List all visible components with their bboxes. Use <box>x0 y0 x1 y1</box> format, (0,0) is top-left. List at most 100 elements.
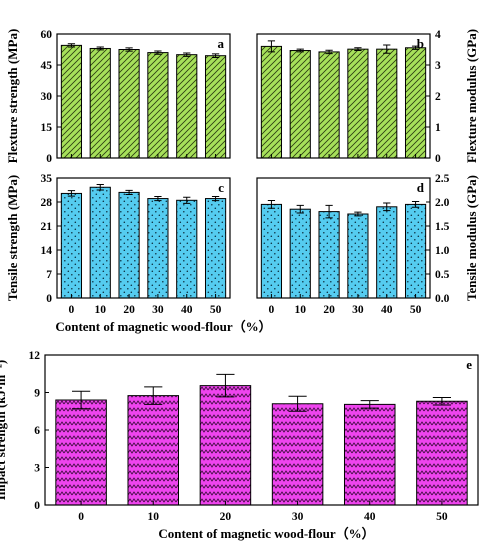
panel-letter-b: b <box>417 36 424 51</box>
y-tick-label-d: 2.5 <box>435 173 450 185</box>
bar-b-20 <box>318 51 340 159</box>
error-bar-d-30 <box>354 211 362 217</box>
error-bar-a-10 <box>96 46 104 51</box>
plot-frame-a <box>56 33 231 159</box>
y-tick-label-e: 6 <box>34 425 40 437</box>
chart-panel-a: 0 15 30 45 60 a Flexture strength (MPa) <box>5 29 231 165</box>
bar-c-30 <box>147 198 169 299</box>
y-tick-label-c: 28 <box>41 197 53 209</box>
bar-e-30 <box>271 403 324 506</box>
error-bar-e-40 <box>360 400 379 409</box>
bar-a-20 <box>118 49 140 159</box>
bar-e-40 <box>343 403 396 506</box>
error-bar-e-0 <box>71 390 91 410</box>
bar-a-0 <box>60 44 83 159</box>
error-bar-c-10 <box>96 184 104 191</box>
y-tick-label-c: 0 <box>46 293 52 305</box>
x-tick-label-d: 20 <box>323 304 335 316</box>
y-tick-label-a: 0 <box>46 153 52 165</box>
bar-d-40 <box>376 206 398 299</box>
bar-c-0 <box>60 192 83 299</box>
plot-frame-b <box>256 33 431 159</box>
x-tick-label-e: 30 <box>292 511 304 523</box>
error-bar-d-0 <box>267 200 276 209</box>
bar-a-10 <box>89 47 111 159</box>
x-tick-label-c: 50 <box>210 304 222 316</box>
bar-c-10 <box>89 186 111 299</box>
y-tick-label-e: 12 <box>29 350 41 362</box>
y-tick-label-c: 21 <box>41 221 53 233</box>
y-tick-label-c: 14 <box>41 245 53 257</box>
y-axis-title-e: Impact strength (kJ·m⁻²) <box>0 360 8 501</box>
bar-a-50 <box>204 55 227 159</box>
error-bar-a-40 <box>183 52 191 57</box>
error-bar-d-20 <box>325 204 333 219</box>
error-bar-a-30 <box>154 50 162 55</box>
panel-letter-c: c <box>218 180 224 195</box>
x-axis-title-e: Content of magnetic wood-flour（%） <box>158 526 374 541</box>
bar-e-0 <box>55 399 107 506</box>
bar-d-30 <box>347 213 369 299</box>
y-tick-label-b: 1 <box>435 122 441 134</box>
bar-b-10 <box>289 50 311 159</box>
bar-d-20 <box>318 211 340 299</box>
plot-frame-c <box>56 177 231 299</box>
y-axis-title-a: Flexture strength (MPa) <box>5 29 20 164</box>
x-tick-label-d: 30 <box>352 304 364 316</box>
error-bar-c-50 <box>211 196 220 202</box>
x-tick-label-c: 40 <box>181 304 193 316</box>
chart-panel-c: 0 7 14 21 28 35 0 10 20 30 40 50 c Tensile strength (… <box>5 173 272 334</box>
y-tick-label-b: 2 <box>435 91 441 103</box>
y-tick-label-d: 0.5 <box>435 269 450 281</box>
error-bar-b-50 <box>411 45 420 50</box>
x-tick-label-d: 40 <box>381 304 393 316</box>
chart-panel-d: 0.0 0.5 1.0 1.5 2.0 2.5 0 10 20 30 40 50 d Tensile mo… <box>256 173 479 316</box>
bar-a-40 <box>176 54 198 159</box>
error-bar-c-20 <box>125 189 133 195</box>
bar-e-50 <box>416 400 468 506</box>
y-tick-label-d: 0.0 <box>435 293 450 305</box>
panel-letter-e: e <box>466 357 472 372</box>
bar-c-40 <box>176 199 198 299</box>
panel-letter-d: d <box>417 180 425 195</box>
y-tick-label-d: 2.0 <box>435 197 450 209</box>
y-tick-label-c: 35 <box>41 173 53 185</box>
x-tick-label-c: 10 <box>95 304 107 316</box>
error-bar-c-30 <box>154 196 162 202</box>
error-bar-d-40 <box>383 202 391 212</box>
error-bar-e-30 <box>288 395 307 412</box>
y-tick-label-a: 45 <box>41 60 53 72</box>
x-tick-label-e: 50 <box>436 511 448 523</box>
x-tick-label-d: 0 <box>269 304 275 316</box>
error-bar-a-20 <box>125 47 133 52</box>
bar-b-50 <box>404 47 427 159</box>
chart-panel-e: 0 3 6 9 12 0 10 20 30 40 50 e Impact strength (kJ·m⁻… <box>0 350 479 541</box>
y-tick-label-e: 0 <box>34 500 40 512</box>
error-bar-b-20 <box>325 49 333 55</box>
error-bar-e-10 <box>144 386 163 405</box>
x-tick-label-c: 30 <box>152 304 164 316</box>
y-tick-label-a: 15 <box>41 122 53 134</box>
error-bar-b-30 <box>354 47 362 52</box>
error-bar-d-50 <box>411 201 420 208</box>
bar-e-10 <box>127 395 180 506</box>
x-tick-label-c: 0 <box>69 304 75 316</box>
bar-b-40 <box>376 48 398 159</box>
error-bar-e-50 <box>432 397 452 406</box>
bar-c-50 <box>204 198 227 299</box>
error-bar-b-40 <box>383 44 391 54</box>
x-tick-label-e: 10 <box>148 511 160 523</box>
bar-c-20 <box>118 191 140 299</box>
plot-frame-d <box>256 177 431 299</box>
y-axis-title-c: Tensile strength (MPa) <box>5 175 20 301</box>
error-bar-c-0 <box>67 190 76 197</box>
bar-d-0 <box>260 203 283 299</box>
error-bar-b-10 <box>296 48 304 53</box>
bar-b-0 <box>260 45 283 159</box>
y-tick-label-e: 3 <box>34 463 40 475</box>
error-bar-b-0 <box>267 40 276 53</box>
x-tick-label-d: 50 <box>410 304 422 316</box>
error-bar-c-40 <box>183 196 191 204</box>
